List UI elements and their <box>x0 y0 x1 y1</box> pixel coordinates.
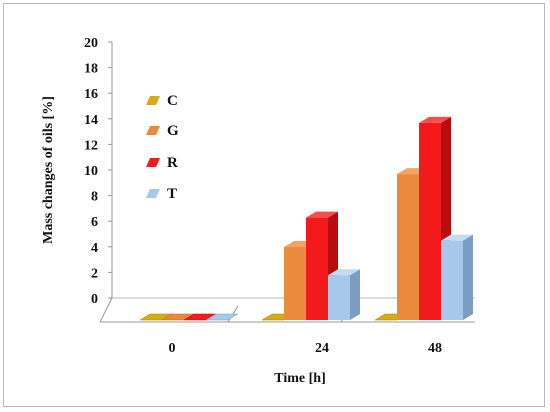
bar-t-0 <box>205 313 239 321</box>
bar-front <box>284 247 306 320</box>
y-tick-label: 4 <box>91 241 98 256</box>
legend-swatch-t <box>146 189 160 198</box>
bar-front <box>306 217 328 320</box>
x-tick-label: 0 <box>169 341 176 356</box>
bar-side <box>350 269 360 320</box>
y-tick-label: 2 <box>91 266 98 281</box>
y-tick-label: 10 <box>84 164 98 179</box>
y-tick-label: 12 <box>84 138 98 153</box>
bar-t-24 <box>328 269 360 320</box>
x-axis-title: Time [h] <box>274 371 325 386</box>
y-tick-label: 16 <box>84 87 98 102</box>
y-tick-label: 20 <box>84 36 98 51</box>
bar-top <box>441 234 473 241</box>
bar-top <box>306 211 338 218</box>
legend-label-g: G <box>167 123 179 139</box>
y-axis-title: Mass changes of oils [%] <box>41 96 56 244</box>
y-tick-label: 14 <box>84 113 98 128</box>
x-axis-line <box>99 297 113 323</box>
bars <box>139 116 473 321</box>
chart-frame <box>3 3 545 407</box>
y-tick-labels: 0 2 4 6 8 10 12 14 16 18 20 <box>84 36 112 307</box>
y-tick-label: 6 <box>91 215 98 230</box>
legend-label-t: T <box>167 186 177 202</box>
legend-label-c: C <box>167 93 178 109</box>
x-tick-label: 48 <box>428 341 442 356</box>
y-tick-label: 0 <box>91 292 98 307</box>
bar-front <box>397 174 419 320</box>
bar-front <box>441 240 463 320</box>
y-tick-label: 18 <box>84 62 98 77</box>
bar-top <box>205 313 239 321</box>
bar-front <box>419 122 441 320</box>
legend-swatch-g <box>146 126 160 135</box>
bar-side <box>463 234 473 320</box>
legend-swatch-c <box>146 96 160 105</box>
x-tick-label: 24 <box>315 341 329 356</box>
bar-front <box>328 275 350 320</box>
bar-top <box>419 116 451 123</box>
legend-label-r: R <box>167 155 178 171</box>
y-tick-label: 8 <box>91 190 98 205</box>
bar-t-48 <box>441 234 473 320</box>
legend-swatch-r <box>146 158 160 167</box>
bar-top <box>328 269 360 276</box>
